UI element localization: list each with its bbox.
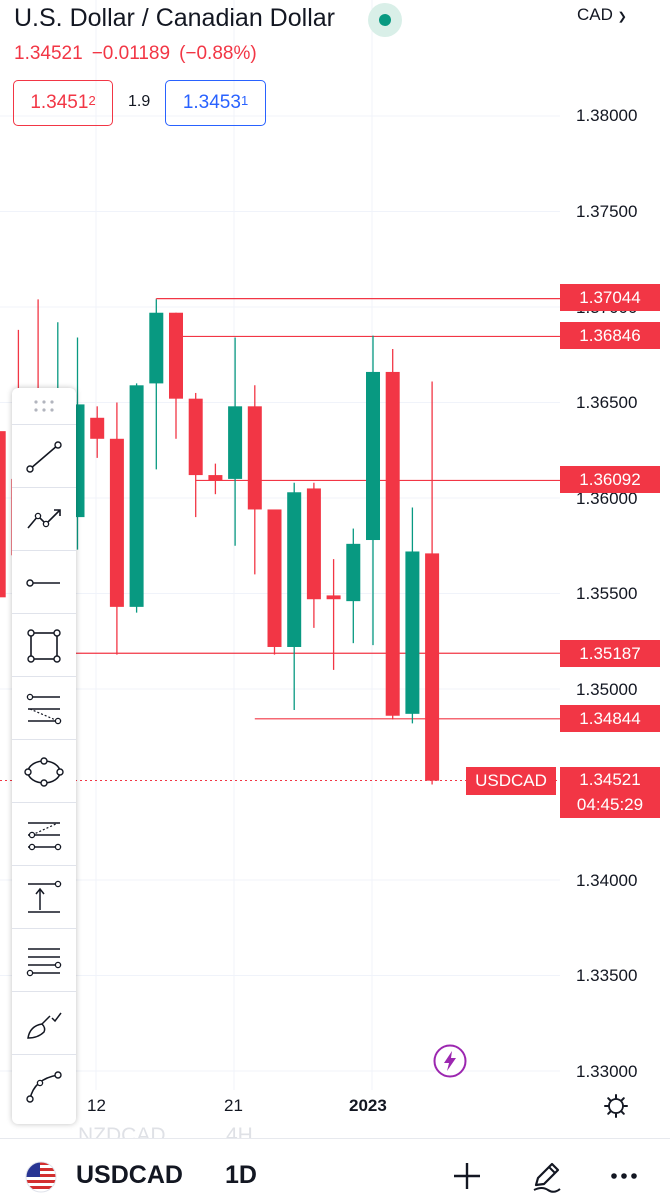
- bid-pip: 2: [88, 93, 96, 108]
- candle-body: [149, 312, 164, 384]
- add-button[interactable]: [450, 1159, 484, 1193]
- price-axis-label: 1.33500: [576, 966, 638, 985]
- sell-button[interactable]: 1.34512: [13, 80, 113, 126]
- price-axis-label: 1.33000: [576, 1062, 638, 1081]
- plus-icon: [454, 1163, 480, 1189]
- hline-price-tag[interactable]: 1.36092: [560, 466, 660, 493]
- candle-body: [188, 398, 203, 476]
- ask-pip: 1: [240, 93, 249, 108]
- lightning-icon: [433, 1044, 467, 1078]
- currency-selector[interactable]: CAD ❯: [577, 5, 627, 25]
- price-axis-label: 1.34000: [576, 871, 638, 890]
- date-axis-label: 2023: [349, 1096, 387, 1115]
- candle-body: [90, 417, 105, 439]
- current-price-value: 1.34521: [579, 770, 641, 789]
- quote-line: 1.34521 −0.01189 (−0.88%): [14, 43, 266, 65]
- long-position-icon: [28, 880, 62, 913]
- chart-settings-button[interactable]: [603, 1093, 629, 1119]
- pencil-icon: [533, 1162, 561, 1193]
- price-change-percent: (−0.88%): [179, 43, 257, 64]
- buy-button[interactable]: 1.34531: [165, 80, 266, 126]
- price-axis-label: 1.36000: [576, 489, 638, 508]
- symbol-title[interactable]: U.S. Dollar / Canadian Dollar: [14, 4, 335, 32]
- drawing-tool-button[interactable]: [12, 424, 76, 486]
- trend-line-icon: [26, 441, 62, 473]
- bar-countdown: 04:45:29: [576, 795, 644, 814]
- price-axis-label: 1.37500: [576, 202, 638, 221]
- candle-body: [385, 371, 400, 716]
- parallel-channel-icon: [26, 948, 62, 977]
- ellipse-icon: [24, 757, 64, 787]
- arc-icon: [26, 1071, 62, 1103]
- candle-body: [208, 475, 223, 481]
- last-price: 1.34521: [14, 43, 83, 64]
- candle-body: [306, 488, 321, 600]
- drawing-tool-button[interactable]: [12, 1054, 76, 1116]
- market-status-icon[interactable]: [368, 3, 402, 37]
- candle-body: [0, 431, 6, 598]
- price-axis-label: 1.36500: [576, 393, 638, 412]
- flash-button[interactable]: [433, 1044, 467, 1078]
- hline-price-tag[interactable]: 1.37044: [560, 284, 660, 311]
- currency-label: CAD: [577, 5, 613, 24]
- brush-icon: [27, 1012, 62, 1039]
- drawing-tools-button[interactable]: [530, 1159, 564, 1193]
- current-price-tag: 1.34521 04:45:29: [560, 767, 660, 818]
- hline-price-tag[interactable]: 1.36846: [560, 322, 660, 349]
- candle-body: [287, 492, 302, 647]
- candle-body: [228, 406, 243, 479]
- drawing-tool-button[interactable]: [12, 802, 76, 864]
- drawing-tool-button[interactable]: [12, 928, 76, 990]
- us-flag-icon: [25, 1161, 57, 1193]
- date-axis-label: 12: [87, 1096, 106, 1115]
- price-axis-label: 1.35500: [576, 584, 638, 603]
- more-dots-icon: [611, 1173, 637, 1179]
- grip-icon: [34, 400, 54, 412]
- bottom-bar: USDCAD 1D: [0, 1138, 670, 1201]
- drawing-tool-button[interactable]: [12, 865, 76, 927]
- symbol-selector[interactable]: USDCAD: [76, 1161, 183, 1189]
- candle-body: [405, 551, 420, 714]
- price-axis-label: 1.35000: [576, 680, 638, 699]
- symbol-price-tag: USDCAD: [466, 767, 556, 795]
- drawing-tool-button[interactable]: [12, 487, 76, 549]
- horizontal-ray-icon: [26, 579, 60, 587]
- candle-body: [366, 371, 380, 541]
- gear-icon: [604, 1094, 628, 1118]
- drawing-tool-button[interactable]: [12, 676, 76, 738]
- candle-body: [169, 312, 183, 399]
- fib-extension-icon: [28, 822, 62, 851]
- rectangle-icon: [27, 629, 61, 663]
- price-axis-label: 1.38000: [576, 106, 638, 125]
- spread-value: 1.9: [128, 93, 151, 110]
- interval-selector[interactable]: 1D: [225, 1161, 257, 1189]
- path-icon: [27, 509, 61, 529]
- more-menu-button[interactable]: [608, 1159, 642, 1193]
- candle-body: [129, 385, 144, 607]
- drawing-toolbar: [12, 388, 76, 1124]
- drawing-tool-button[interactable]: [12, 739, 76, 801]
- drawing-tool-button[interactable]: [12, 550, 76, 612]
- hline-price-tag[interactable]: 1.35187: [560, 640, 660, 667]
- drag-handle[interactable]: [12, 388, 76, 424]
- drawing-tool-button[interactable]: [12, 613, 76, 675]
- candle-body: [326, 595, 341, 600]
- drawing-tool-button[interactable]: [12, 991, 76, 1053]
- fib-retracement-icon: [26, 693, 62, 725]
- ask-price: 1.3453: [182, 92, 241, 113]
- price-change: −0.01189: [91, 43, 171, 64]
- candle-body: [109, 438, 124, 607]
- candle-body: [267, 509, 282, 647]
- chevron-down-icon: ❯: [617, 11, 627, 23]
- candle-body: [425, 553, 440, 781]
- candle-body: [247, 406, 262, 510]
- hline-price-tag[interactable]: 1.34844: [560, 705, 660, 732]
- date-axis-label: 21: [224, 1096, 243, 1115]
- bid-price: 1.3451: [30, 92, 89, 113]
- candle-body: [346, 543, 361, 602]
